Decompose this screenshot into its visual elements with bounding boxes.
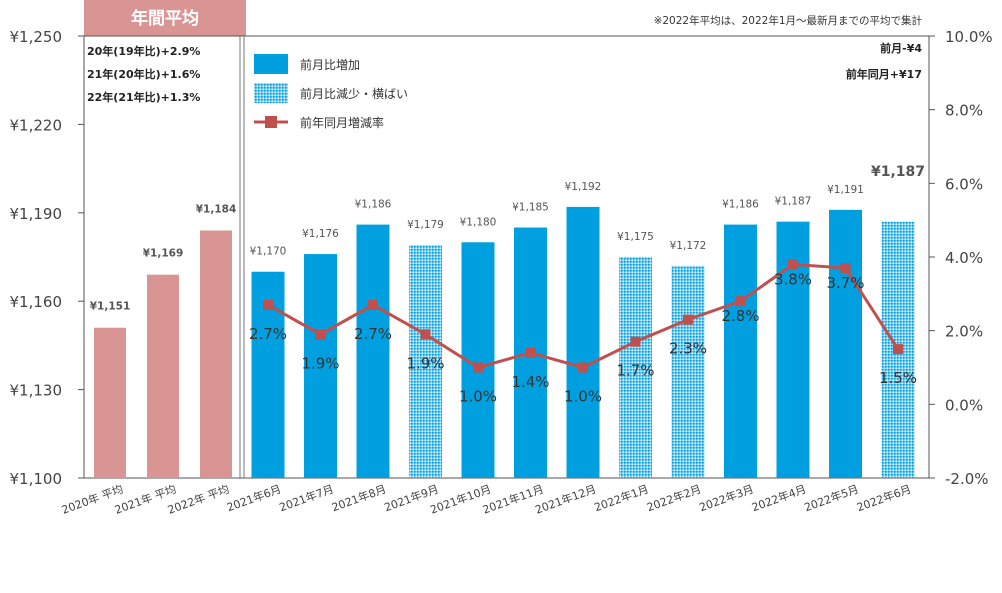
annual-average-title: 年間平均 xyxy=(131,8,199,29)
bar-value-label: ¥1,180 xyxy=(460,216,497,228)
yoy-value-label: 2.3% xyxy=(669,340,707,358)
legend-label-increase: 前月比増加 xyxy=(300,57,360,72)
x-tick-label: 2022年5月 xyxy=(802,482,860,515)
bar-value-label: ¥1,179 xyxy=(407,219,444,231)
bar-value-label: ¥1,169 xyxy=(143,248,184,260)
y2-tick-label: -2.0% xyxy=(945,470,989,488)
bar-value-label: ¥1,170 xyxy=(250,246,287,258)
yoy-value-label: 2.7% xyxy=(354,325,392,343)
yoy-value-label: 1.4% xyxy=(511,373,549,391)
bar xyxy=(356,224,390,478)
bar xyxy=(724,224,757,478)
legend-marker-yoy xyxy=(265,116,277,128)
legend-label-decrease: 前月比減少・横ばい xyxy=(300,86,408,101)
annual-change-2020: 20年(19年比)+2.9% xyxy=(87,44,200,58)
bar-value-label: ¥1,186 xyxy=(355,199,392,211)
yoy-marker xyxy=(263,299,273,310)
bar-value-label: ¥1,192 xyxy=(565,181,602,193)
yoy-marker xyxy=(473,362,483,373)
bar-value-label: ¥1,184 xyxy=(196,203,237,215)
yoy-value-label: 3.7% xyxy=(826,274,864,292)
latest-value-callout: ¥1,187 xyxy=(871,164,925,180)
yoy-value-label: 1.9% xyxy=(406,354,444,372)
bar xyxy=(94,327,126,478)
y2-tick-label: 8.0% xyxy=(945,102,983,120)
y-tick-label: ¥1,160 xyxy=(10,293,63,311)
yoy-value-label: 1.7% xyxy=(616,362,654,380)
y-tick-label: ¥1,220 xyxy=(10,116,63,134)
yoy-marker xyxy=(525,347,536,358)
bar xyxy=(829,209,862,478)
bar xyxy=(147,274,179,478)
bar xyxy=(671,265,705,478)
bar-value-label: ¥1,186 xyxy=(722,199,759,211)
y2-tick-label: 4.0% xyxy=(945,249,983,267)
yoy-marker xyxy=(683,314,693,325)
bar-value-label: ¥1,191 xyxy=(827,184,864,196)
x-tick-label: 2022年2月 xyxy=(645,482,703,515)
y-axis-left: ¥1,100 ¥1,130 ¥1,160 ¥1,190 ¥1,220 ¥1,250 xyxy=(10,28,84,488)
x-tick-label: 2022年3月 xyxy=(697,482,755,515)
bar xyxy=(409,245,442,478)
x-tick-label: 2022年4月 xyxy=(750,482,808,515)
annual-change-2021: 21年(20年比)+1.6% xyxy=(87,67,200,81)
bar xyxy=(566,206,600,478)
y-tick-label: ¥1,130 xyxy=(10,382,63,400)
legend-swatch-increase xyxy=(254,54,288,74)
bar-value-label: ¥1,175 xyxy=(617,231,654,243)
bar-value-label: ¥1,187 xyxy=(775,196,812,208)
prev-year-change: 前年同月+¥17 xyxy=(846,67,922,81)
y2-tick-label: 0.0% xyxy=(945,396,983,414)
yoy-marker xyxy=(735,296,746,307)
yoy-value-label: 1.0% xyxy=(564,388,602,406)
y-tick-label: ¥1,190 xyxy=(10,205,63,223)
bar-value-label: ¥1,151 xyxy=(90,301,131,313)
bar xyxy=(200,230,232,478)
y-tick-label: ¥1,100 xyxy=(10,470,63,488)
yoy-marker xyxy=(788,259,798,270)
yoy-value-label: 2.7% xyxy=(249,325,287,343)
y-axis-right: -2.0% 0.0% 2.0% 4.0% 6.0% 8.0% 10.0% xyxy=(929,28,993,488)
x-tick-label: 2022年 平均 xyxy=(166,482,231,517)
yoy-marker xyxy=(840,263,851,274)
footnote: ※2022年平均は、2022年1月～最新月までの平均で集計 xyxy=(654,14,923,27)
x-tick-label: 2022年6月 xyxy=(855,482,913,515)
yoy-value-label: 1.9% xyxy=(301,354,339,372)
x-tick-label: 2021年8月 xyxy=(330,482,388,515)
yoy-value-label: 1.0% xyxy=(459,388,497,406)
x-tick-label: 2021年7月 xyxy=(277,482,335,515)
yoy-marker xyxy=(420,329,431,340)
x-tick-label: 2021年6月 xyxy=(225,482,283,515)
yoy-marker xyxy=(893,344,903,355)
annual-average-header xyxy=(84,0,246,36)
bar-value-label: ¥1,185 xyxy=(512,202,549,214)
yoy-marker xyxy=(368,299,378,310)
yoy-value-label: 3.8% xyxy=(774,270,812,288)
yoy-value-label: 2.8% xyxy=(721,307,759,325)
y2-tick-label: 10.0% xyxy=(945,28,993,46)
y-tick-label: ¥1,250 xyxy=(10,28,63,46)
yoy-line: 2.7% 1.9% 2.7% 1.9% 1.0% 1.4% 1.0% 1.7% 2.3% 2.8%… xyxy=(249,259,917,406)
bar xyxy=(619,257,652,478)
yoy-marker xyxy=(630,336,641,347)
yoy-marker xyxy=(578,362,588,373)
x-tick-label: 2021年12月 xyxy=(533,482,598,517)
bar-labels: ¥1,151 ¥1,169 ¥1,184 ¥1,170 ¥1,176 ¥1,186 ¥1,1… xyxy=(90,181,864,313)
legend-swatch-decrease xyxy=(254,83,288,103)
x-tick-label: 2022年1月 xyxy=(592,482,650,515)
bar xyxy=(304,254,337,478)
bar-value-label: ¥1,176 xyxy=(302,228,339,240)
legend-label-yoy: 前年同月増減率 xyxy=(300,115,384,130)
y2-tick-label: 6.0% xyxy=(945,175,983,193)
yoy-value-label: 1.5% xyxy=(879,369,917,387)
yoy-marker xyxy=(315,329,326,340)
bar-value-label: ¥1,172 xyxy=(670,240,707,252)
annual-change-2022: 22年(21年比)+1.3% xyxy=(87,90,200,104)
prev-month-change: 前月-¥4 xyxy=(880,41,922,55)
legend: 前月比増加 前月比減少・横ばい 前年同月増減率 xyxy=(254,54,408,130)
y2-tick-label: 2.0% xyxy=(945,323,983,341)
bars xyxy=(94,206,915,478)
